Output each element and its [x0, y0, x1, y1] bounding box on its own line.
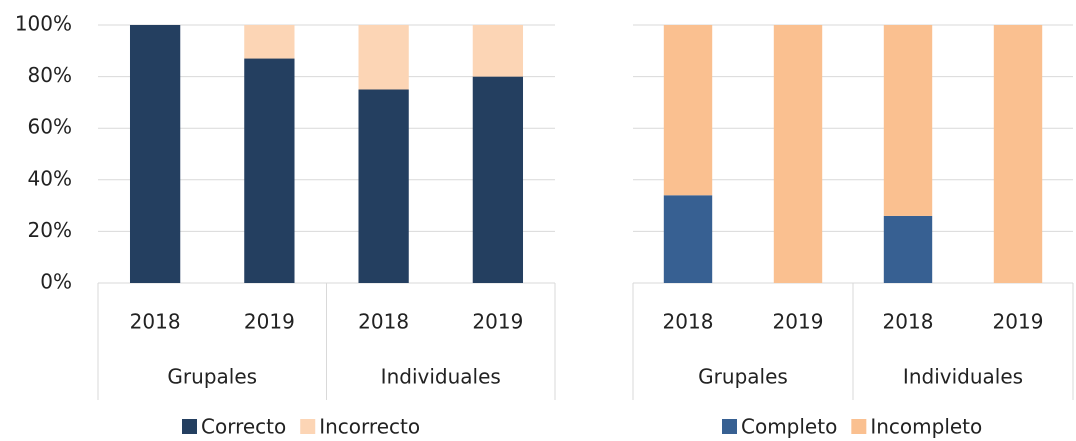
- y-tick-label: 80%: [28, 63, 72, 87]
- y-tick-label: 100%: [15, 12, 72, 36]
- x-tick-label: 2019: [773, 310, 824, 334]
- bar-segment: [244, 25, 295, 59]
- group-label: Grupales: [167, 365, 257, 389]
- x-tick-label: 2018: [883, 310, 934, 334]
- bar-segment: [993, 25, 1043, 283]
- bar-segment: [358, 25, 409, 90]
- y-tick-label: 40%: [28, 166, 72, 190]
- group-label: Individuales: [903, 365, 1023, 389]
- x-tick-label: 2019: [244, 310, 295, 334]
- legend-label: Correcto: [201, 415, 286, 439]
- x-tick-label: 2018: [130, 310, 181, 334]
- x-tick-label: 2019: [472, 310, 523, 334]
- bar-segment: [663, 195, 713, 283]
- legend-label: Incorrecto: [319, 415, 420, 439]
- legend-swatch: [182, 419, 197, 434]
- legend-swatch: [722, 419, 737, 434]
- x-tick-label: 2018: [663, 310, 714, 334]
- bar-segment: [883, 215, 933, 283]
- bar-segment: [883, 25, 933, 216]
- bar-segment: [358, 89, 409, 283]
- bar-segment: [472, 25, 524, 77]
- y-tick-label: 0%: [40, 270, 72, 294]
- y-tick-label: 20%: [28, 218, 72, 242]
- legend-label: Completo: [741, 415, 837, 439]
- legend-label: Incompleto: [870, 415, 982, 439]
- bar-segment: [472, 76, 524, 283]
- bar-segment: [129, 25, 181, 283]
- x-tick-label: 2019: [993, 310, 1044, 334]
- x-tick-label: 2018: [358, 310, 409, 334]
- legend-swatch: [300, 419, 316, 434]
- bar-segment: [244, 58, 295, 283]
- bar-segment: [663, 25, 713, 196]
- bar-segment: [773, 25, 823, 283]
- legend-swatch: [851, 419, 867, 434]
- group-label: Grupales: [698, 365, 788, 389]
- y-tick-label: 60%: [28, 115, 72, 139]
- group-label: Individuales: [381, 365, 501, 389]
